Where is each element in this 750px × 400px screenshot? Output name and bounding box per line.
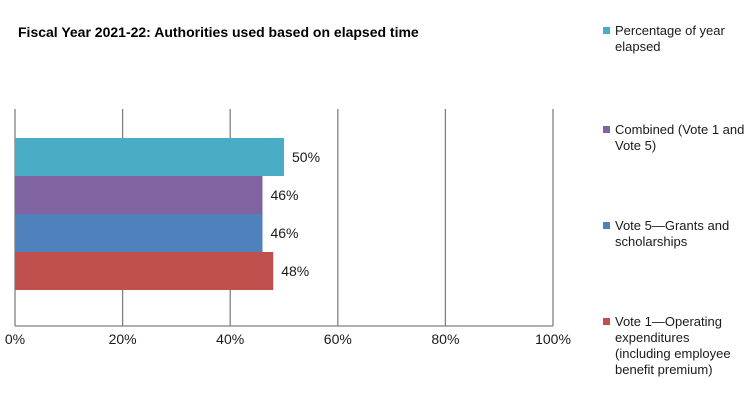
legend-swatch <box>603 126 610 133</box>
data-label: 48% <box>281 263 309 279</box>
x-tick-label: 100% <box>535 331 571 347</box>
data-label: 46% <box>270 225 298 241</box>
bar <box>15 252 274 290</box>
bar-chart: 50% 46% 46% 48% 0% 20% 40% 60% 80% 100% <box>5 109 571 347</box>
legend-label: Combined (Vote 1 and Vote 5) <box>615 122 745 153</box>
data-label: 46% <box>270 187 298 203</box>
legend-label: Vote 5—Grants and scholarships <box>615 218 730 249</box>
x-tick-label: 20% <box>109 331 137 347</box>
bar <box>15 176 263 214</box>
chart-legend: Percentage of year elapsed Combined (Vot… <box>600 0 750 400</box>
x-tick-label: 60% <box>324 331 352 347</box>
data-label: 50% <box>292 149 320 165</box>
legend-swatch <box>603 318 610 325</box>
bar <box>15 214 263 252</box>
legend-label: Vote 1—Operating expenditures (including… <box>615 314 731 377</box>
chart-title: Fiscal Year 2021-22: Authorities used ba… <box>18 24 419 40</box>
x-tick-label: 0% <box>5 331 25 347</box>
legend-swatch <box>603 222 610 229</box>
x-tick-label: 40% <box>216 331 244 347</box>
bar <box>15 138 284 176</box>
legend-swatch <box>603 27 610 34</box>
x-tick-label: 80% <box>431 331 459 347</box>
legend-label: Percentage of year elapsed <box>615 23 725 54</box>
